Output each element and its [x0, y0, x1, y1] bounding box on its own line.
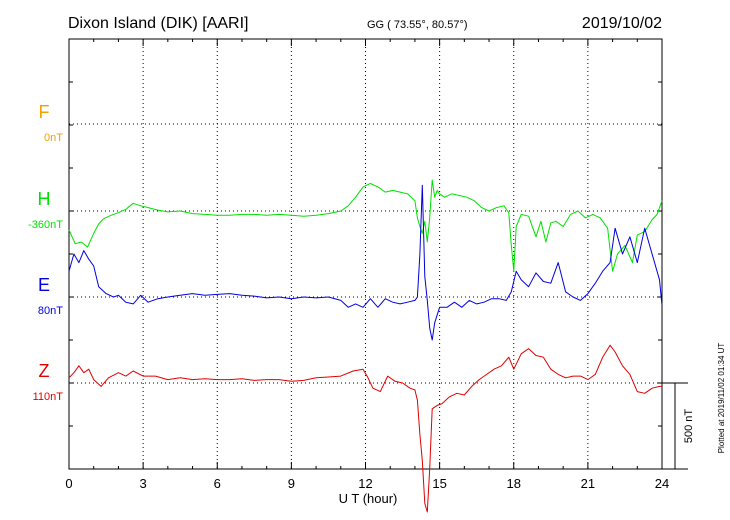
component-baseline-h: -360nT — [28, 219, 63, 231]
component-baseline-z: 110nT — [33, 391, 64, 403]
x-tick-label: 6 — [214, 476, 221, 491]
component-baseline-f: 0nT — [44, 132, 63, 144]
series-line-z — [68, 344, 662, 513]
station-title: Dixon Island (DIK) [AARI] — [68, 15, 249, 32]
x-tick-label: 0 — [65, 476, 72, 491]
series-line-e — [68, 184, 663, 341]
x-tick-label: 3 — [140, 476, 147, 491]
x-tick-label: 21 — [581, 476, 595, 491]
x-tick-labels: 0 3 6 9 12 15 18 21 24 — [65, 476, 669, 491]
component-name-f: F — [39, 102, 50, 122]
component-name-h: H — [38, 189, 51, 209]
x-axis-label: U T (hour) — [339, 491, 398, 506]
coordinates-label: GG ( 73.55°, 80.57°) — [367, 19, 468, 31]
scale-bar: 500 nT — [662, 382, 695, 470]
series-line-h — [68, 179, 663, 272]
plotted-timestamp: Plotted at 2019/11/02 01:34 UT — [717, 343, 726, 454]
component-baseline-e: 80nT — [38, 305, 63, 317]
component-name-e: E — [38, 275, 50, 295]
x-tick-label: 24 — [655, 476, 669, 491]
x-tick-label: 18 — [507, 476, 521, 491]
series-lines — [68, 179, 663, 513]
x-tick-label: 15 — [432, 476, 446, 491]
x-tick-label: 9 — [288, 476, 295, 491]
scale-bar-label: 500 nT — [683, 409, 695, 444]
component-labels: F 0nT H -360nT E 80nT Z 110nT — [28, 102, 63, 403]
axis-ticks — [68, 39, 663, 469]
grid — [69, 39, 662, 469]
component-name-z: Z — [39, 361, 50, 381]
x-tick-label: 12 — [358, 476, 372, 491]
date-label: 2019/10/02 — [582, 15, 662, 32]
